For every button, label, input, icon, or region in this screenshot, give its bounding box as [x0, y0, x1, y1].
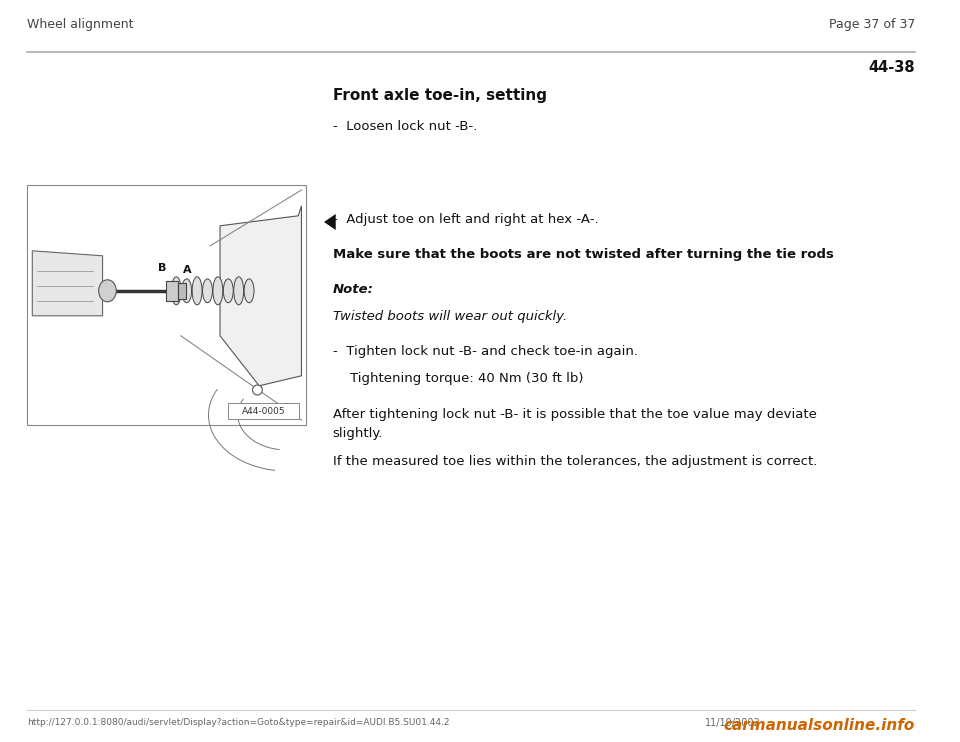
- Text: http://127.0.0.1:8080/audi/servlet/Display?action=Goto&type=repair&id=AUDI.B5.SU: http://127.0.0.1:8080/audi/servlet/Displ…: [28, 718, 450, 727]
- Ellipse shape: [192, 277, 202, 305]
- Text: 11/19/2002: 11/19/2002: [705, 718, 760, 728]
- Bar: [28, 185, 306, 425]
- Text: -  Tighten lock nut -B- and check toe-in again.: - Tighten lock nut -B- and check toe-in …: [333, 345, 637, 358]
- Ellipse shape: [203, 279, 212, 303]
- Ellipse shape: [224, 279, 233, 303]
- Bar: [178, 283, 186, 299]
- Ellipse shape: [244, 279, 254, 303]
- Text: A: A: [183, 265, 192, 275]
- Text: A44-0005: A44-0005: [242, 407, 285, 416]
- Bar: [166, 280, 178, 301]
- Bar: [228, 403, 299, 419]
- Text: Tightening torque: 40 Nm (30 ft lb): Tightening torque: 40 Nm (30 ft lb): [333, 372, 584, 385]
- Ellipse shape: [233, 277, 244, 305]
- Text: Front axle toe-in, setting: Front axle toe-in, setting: [333, 88, 547, 103]
- Text: Wheel alignment: Wheel alignment: [28, 18, 133, 31]
- Ellipse shape: [99, 280, 116, 302]
- Ellipse shape: [252, 385, 262, 395]
- Text: 44-38: 44-38: [869, 60, 915, 75]
- Ellipse shape: [181, 279, 192, 303]
- Text: B: B: [158, 263, 166, 273]
- Ellipse shape: [171, 277, 181, 305]
- Text: -  Adjust toe on left and right at hex -A-.: - Adjust toe on left and right at hex -A…: [333, 213, 598, 226]
- Polygon shape: [33, 251, 103, 316]
- Text: If the measured toe lies within the tolerances, the adjustment is correct.: If the measured toe lies within the tole…: [333, 455, 817, 468]
- Text: -  Loosen lock nut -B-.: - Loosen lock nut -B-.: [333, 120, 477, 133]
- Text: Twisted boots will wear out quickly.: Twisted boots will wear out quickly.: [333, 310, 567, 323]
- Polygon shape: [324, 214, 336, 230]
- Text: After tightening lock nut -B- it is possible that the toe value may deviate
slig: After tightening lock nut -B- it is poss…: [333, 408, 817, 440]
- Polygon shape: [220, 206, 301, 386]
- Text: Make sure that the boots are not twisted after turning the tie rods: Make sure that the boots are not twisted…: [333, 248, 833, 261]
- Text: carmanualsonline.info: carmanualsonline.info: [724, 718, 915, 733]
- Ellipse shape: [213, 277, 223, 305]
- Text: Note:: Note:: [333, 283, 373, 296]
- Text: Page 37 of 37: Page 37 of 37: [828, 18, 915, 31]
